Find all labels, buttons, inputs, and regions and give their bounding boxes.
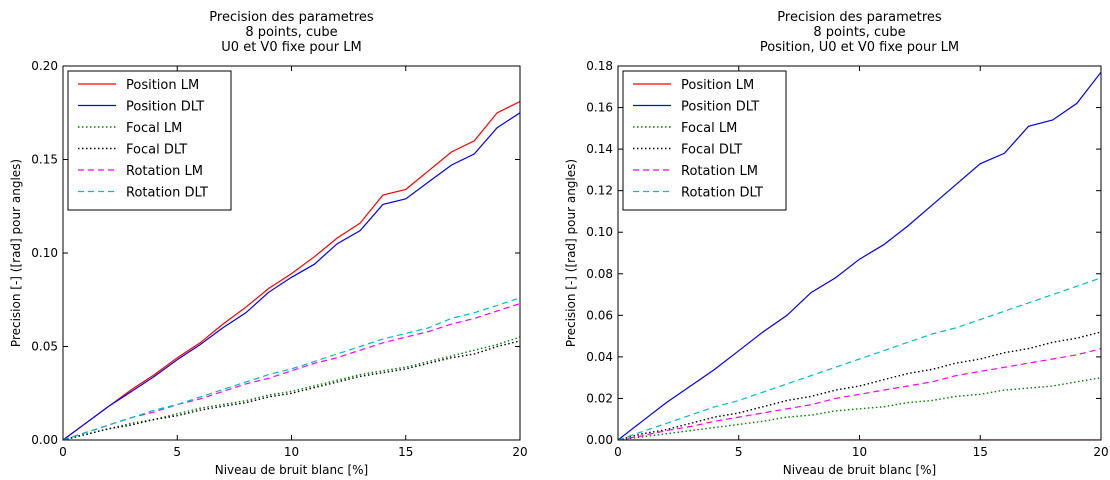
y-tick-label: 0.00	[586, 433, 613, 447]
chart-title-line-2: 8 points, cube	[245, 25, 337, 40]
legend-label: Position DLT	[126, 100, 204, 115]
legend-label: Position DLT	[681, 100, 759, 115]
y-tick-label: 0.10	[31, 246, 58, 260]
x-tick-label: 5	[735, 445, 743, 459]
y-tick-label: 0.16	[586, 101, 613, 115]
y-tick-label: 0.14	[586, 142, 613, 156]
x-tick-label: 10	[284, 445, 299, 459]
series-group	[63, 100, 520, 440]
y-tick-label: 0.04	[586, 350, 613, 364]
y-tick-label: 0.05	[31, 340, 58, 354]
legend: Position LM Position DLT Focal LM Focal DLT…	[622, 70, 787, 211]
legend-label: Focal DLT	[681, 143, 742, 158]
series-line-focal-dlt	[63, 340, 520, 440]
x-tick-label: 5	[173, 445, 181, 459]
legend-label: Focal LM	[126, 121, 182, 136]
legend: Position LM Position DLT Focal LM Focal DLT…	[67, 70, 232, 211]
chart-title-line-1: Precision des parametres	[777, 10, 942, 25]
legend-box	[67, 70, 232, 211]
legend-box	[622, 70, 787, 211]
x-axis-label: Niveau de bruit blanc [%]	[215, 463, 368, 477]
y-tick-label: 0.00	[31, 433, 58, 447]
legend-label: Focal LM	[681, 121, 737, 136]
y-tick-label: 0.18	[586, 59, 613, 73]
chart-title-line-1: Precision des parametres	[209, 10, 374, 25]
series-line-focal-dlt	[618, 331, 1101, 440]
x-axis-label: Niveau de bruit blanc [%]	[783, 463, 936, 477]
y-tick-label: 0.08	[586, 267, 613, 281]
series-line-position-dlt	[618, 71, 1101, 440]
chart-title-line-3: Position, U0 et V0 fixe pour LM	[760, 40, 959, 55]
y-tick-label: 0.15	[31, 153, 58, 167]
legend-label: Rotation LM	[126, 164, 203, 179]
y-axis-label: Precision [-] ([rad] pour angles)	[9, 159, 23, 347]
legend-label: Position LM	[681, 78, 754, 93]
chart-title-line-2: 8 points, cube	[813, 25, 905, 40]
x-tick-label: 15	[398, 445, 413, 459]
x-tick-label: 20	[1093, 445, 1108, 459]
legend-label: Position LM	[126, 78, 199, 93]
series-line-rotation-dlt	[63, 297, 520, 440]
y-tick-label: 0.02	[586, 391, 613, 405]
y-axis-label: Precision [-] ([rad] pour angles)	[564, 159, 578, 347]
legend-label: Rotation DLT	[681, 186, 763, 201]
series-line-focal-lm	[618, 377, 1101, 440]
x-tick-label: 15	[973, 445, 988, 459]
y-tick-label: 0.20	[31, 59, 58, 73]
x-tick-label: 0	[614, 445, 622, 459]
series-line-rotation-lm	[618, 348, 1101, 440]
y-tick-label: 0.10	[586, 225, 613, 239]
x-tick-label: 20	[512, 445, 527, 459]
series-line-rotation-dlt	[618, 277, 1101, 440]
y-tick-label: 0.06	[586, 308, 613, 322]
x-tick-label: 10	[852, 445, 867, 459]
series-group	[618, 71, 1101, 440]
chart-title-line-3: U0 et V0 fixe pour LM	[221, 40, 361, 55]
series-line-position-dlt	[63, 112, 520, 440]
legend-label: Focal DLT	[126, 143, 187, 158]
x-tick-label: 0	[59, 445, 67, 459]
legend-label: Rotation LM	[681, 164, 758, 179]
legend-label: Rotation DLT	[126, 186, 208, 201]
y-tick-label: 0.12	[586, 184, 613, 198]
series-line-position-lm	[63, 100, 520, 440]
